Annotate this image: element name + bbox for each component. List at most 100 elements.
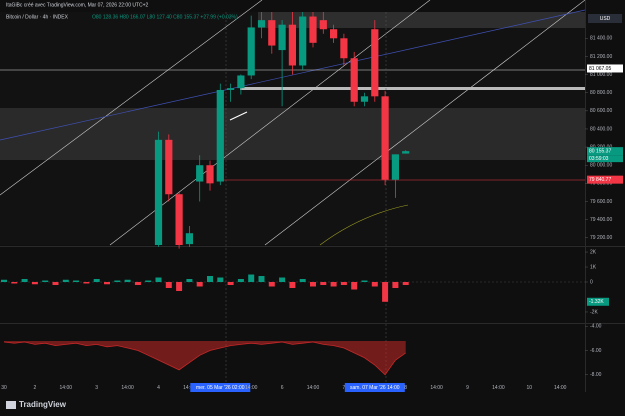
x-tick-label: 2 <box>34 385 37 391</box>
histogram-bar <box>299 279 306 283</box>
y-tick-label: 2K <box>590 249 597 255</box>
histogram-bar <box>134 282 141 285</box>
histogram-bar <box>248 274 255 283</box>
histogram-bar <box>289 282 296 288</box>
x-tick-label: 14:00 <box>121 385 134 391</box>
histogram-bar <box>124 279 131 283</box>
y-tick-label: 79 200.00 <box>590 235 612 241</box>
histogram-bar <box>176 282 183 291</box>
y-tick-label: 1K <box>590 264 597 270</box>
candle-body <box>350 58 358 102</box>
x-tick-label: 9 <box>466 385 469 391</box>
histogram-bar <box>165 282 172 288</box>
x-tick-label: 4 <box>157 385 160 391</box>
histogram-bar <box>73 280 80 283</box>
histogram-bar <box>371 282 378 287</box>
histogram-bar <box>42 280 49 283</box>
y-tick-label: 79 400.00 <box>590 217 612 223</box>
candle-body <box>309 16 317 43</box>
histogram-bar <box>330 282 337 287</box>
currency: USD <box>600 16 611 22</box>
x-tick-label: 14:00 <box>183 385 196 391</box>
histogram-bar <box>31 282 38 285</box>
level-band <box>240 87 585 90</box>
candle-body <box>216 89 224 182</box>
histogram-bar <box>104 282 110 285</box>
x-tick-label: 14:00 <box>307 385 320 391</box>
candle-body <box>185 233 193 245</box>
candle-body <box>165 139 173 195</box>
y-tick-label: -2K <box>590 309 598 315</box>
histogram-bar <box>21 279 28 283</box>
credit: ItaGiBc créé avec TradingView.com, Mar 0… <box>6 2 149 8</box>
histogram-bar <box>402 282 409 285</box>
logo: TradingView <box>19 400 67 409</box>
trend-line <box>0 0 263 196</box>
histogram-bar <box>62 279 69 283</box>
y-tick-label: 79 600.00 <box>590 199 612 205</box>
price-label-box <box>587 64 623 73</box>
x-tick-label: 8 <box>404 385 407 391</box>
trend-line <box>264 0 586 246</box>
x-tick-label: 14:00 <box>554 385 567 391</box>
histogram-bar <box>196 282 203 287</box>
histogram-bar <box>145 280 152 283</box>
candle-body <box>288 24 296 66</box>
price-label: 79 840.77 <box>589 177 611 183</box>
x-tick-label: 14:00 <box>60 385 73 391</box>
trend-line <box>0 9 586 141</box>
y-tick-label: -8.00 <box>590 372 602 378</box>
candle-body <box>371 29 379 97</box>
histogram-bar <box>186 279 193 283</box>
histogram-bar <box>382 282 389 302</box>
histogram-bar <box>258 276 265 283</box>
candle-body <box>402 151 410 154</box>
x-tick-label: 30 <box>1 385 7 391</box>
histogram-bar <box>310 282 316 287</box>
x-tick-label: 14:00 <box>245 385 258 391</box>
candle-body <box>206 165 214 184</box>
histogram-bar <box>207 276 213 283</box>
x-tick-label: 10 <box>527 385 533 391</box>
y-tick-label: 80 800.00 <box>590 90 612 96</box>
histogram-bar <box>83 282 90 284</box>
candle-body <box>340 38 348 59</box>
candle-body <box>330 29 338 39</box>
histogram-bar <box>227 282 234 285</box>
x-tick-label: 14:00 <box>492 385 505 391</box>
footer <box>0 394 625 416</box>
candle-body <box>391 154 399 180</box>
candle-body <box>381 96 389 180</box>
y-tick-label: 80 600.00 <box>590 108 612 114</box>
histogram-bar <box>279 277 286 283</box>
area-line <box>3 341 406 376</box>
price-label-box <box>587 147 623 156</box>
y-tick-label: 80 400.00 <box>590 126 612 132</box>
zone <box>258 12 585 28</box>
logo-icon <box>6 401 16 409</box>
y-tick-label: 0 <box>590 279 593 285</box>
y-tick-label: 79 800.00 <box>590 181 612 187</box>
histogram-bar <box>93 279 100 283</box>
histogram-bar <box>11 282 18 284</box>
x-tick-label: 7 <box>343 385 346 391</box>
value-label-box <box>587 297 609 306</box>
x-label-box <box>344 383 405 392</box>
countdown-box <box>587 155 623 163</box>
x-label-box <box>190 383 251 392</box>
y-tick-label: -4.00 <box>590 324 602 330</box>
x-tick-label: 14:00 <box>430 385 443 391</box>
y-tick-label: 80 000.00 <box>590 163 612 169</box>
drawing <box>229 111 248 121</box>
histogram-bar <box>340 282 347 285</box>
x-tick-label: 3 <box>95 385 98 391</box>
candle-body <box>299 16 307 66</box>
histogram-bar <box>268 282 275 287</box>
candle-body <box>196 165 204 182</box>
y-tick-label: -6.00 <box>590 348 602 354</box>
histogram-bar <box>52 282 59 285</box>
y-tick-label: 81 200.00 <box>590 54 612 60</box>
candle-body <box>227 88 235 90</box>
candle-body <box>237 75 245 89</box>
